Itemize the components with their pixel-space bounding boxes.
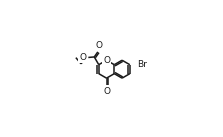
Text: O: O — [103, 87, 110, 96]
Text: O: O — [103, 56, 110, 65]
Text: Br: Br — [137, 60, 147, 69]
Text: O: O — [79, 53, 86, 62]
Text: O: O — [95, 41, 102, 50]
